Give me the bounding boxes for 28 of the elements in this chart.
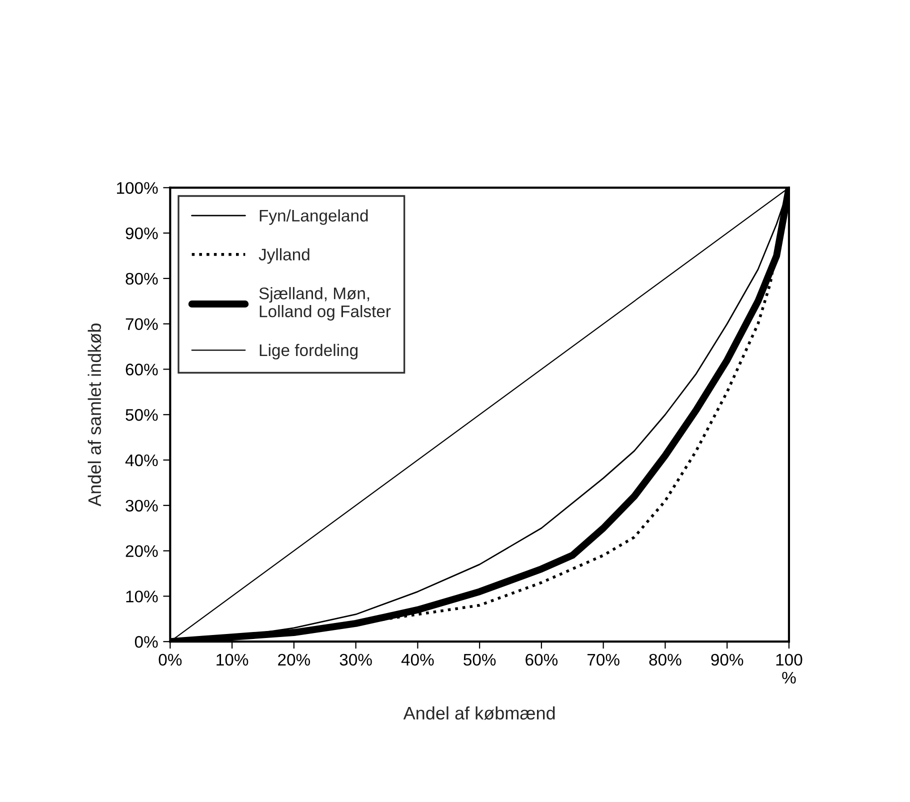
x-tick-label: 30% xyxy=(340,654,372,666)
y-tick-label: 10% xyxy=(126,590,158,602)
y-tick-label: 60% xyxy=(126,364,158,376)
x-tick-label: 60% xyxy=(526,654,558,666)
x-tick-label: 70% xyxy=(588,654,620,666)
x-axis-title: Andel af købmænd xyxy=(403,706,555,720)
x-tick-label: 10% xyxy=(216,654,248,666)
legend-label: Fyn/Langeland xyxy=(260,209,368,225)
x-tick-label: 80% xyxy=(649,654,682,666)
y-tick-label: 90% xyxy=(126,227,158,240)
x-tick-label: 0% xyxy=(158,654,182,666)
y-tick-label: 50% xyxy=(126,409,158,421)
y-tick-label: 0% xyxy=(134,636,158,648)
legend-label: Jylland xyxy=(258,248,310,264)
x-tick-label: 100 % xyxy=(776,654,802,684)
legend-label: Lige fordeling xyxy=(260,344,358,360)
x-tick-label: 90% xyxy=(711,654,744,666)
y-axis-title: Andel af samlet indkøb xyxy=(88,324,102,506)
x-tick-label: 20% xyxy=(278,654,310,666)
x-tick-label: 50% xyxy=(464,654,496,666)
y-tick-label: 40% xyxy=(125,454,158,466)
x-tick-label: 40% xyxy=(401,654,434,666)
y-tick-label: 70% xyxy=(126,318,158,330)
legend-label: Sjælland, Møn, Lolland og Falster xyxy=(259,287,391,321)
y-tick-label: 30% xyxy=(126,500,158,512)
y-tick-label: 100% xyxy=(117,182,158,194)
y-tick-label: 80% xyxy=(126,272,158,285)
y-tick-label: 20% xyxy=(126,545,158,558)
